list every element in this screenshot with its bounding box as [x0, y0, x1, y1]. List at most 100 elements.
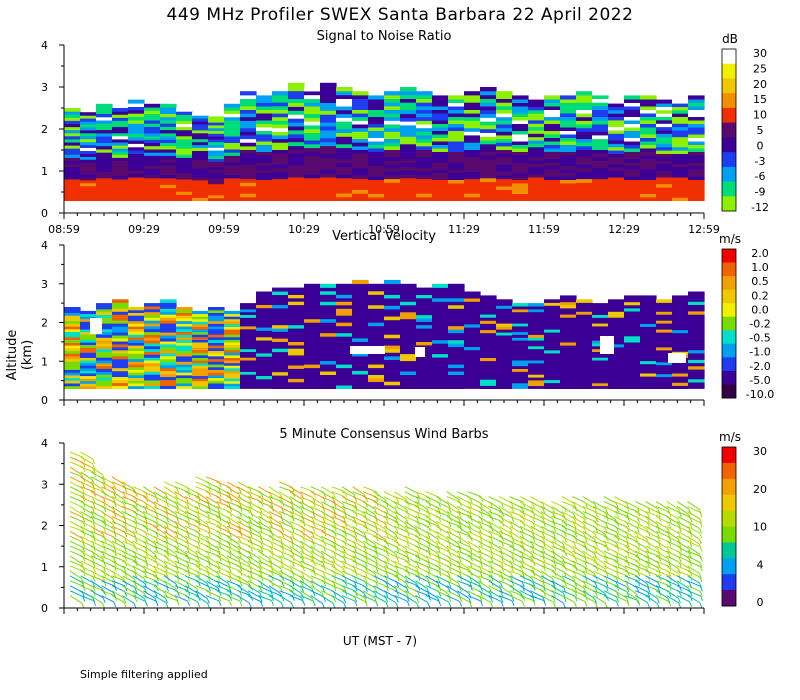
heatmap-cell: [240, 331, 257, 335]
heatmap-cell: [400, 98, 417, 103]
heatmap-cell: [288, 173, 305, 178]
wind-barb: [184, 585, 198, 594]
heatmap-cell: [64, 175, 81, 180]
heatmap-cell: [512, 158, 529, 163]
heatmap-cell: [480, 357, 497, 362]
heatmap-cell: [688, 298, 705, 302]
wind-barb-flag: [323, 531, 327, 537]
heatmap-cell: [640, 186, 657, 191]
heatmap-cell: [176, 129, 193, 134]
heatmap-cell: [528, 345, 545, 350]
wind-barb: [320, 595, 334, 604]
wind-barb-flag: [542, 503, 546, 509]
wind-barb-flag: [103, 566, 106, 573]
heatmap-cell: [464, 298, 481, 302]
heatmap-cell: [496, 178, 513, 183]
wind-barb: [425, 530, 438, 540]
wind-barb: [163, 575, 177, 585]
heatmap-cell: [544, 358, 561, 363]
heatmap-cell: [432, 322, 449, 327]
heatmap-cell: [320, 350, 337, 355]
wind-barb: [174, 491, 187, 500]
heatmap-cell: [400, 350, 417, 355]
wind-barb: [331, 515, 345, 523]
heatmap-cell: [256, 130, 273, 135]
heatmap-cell: [688, 147, 705, 152]
heatmap-cell: [464, 304, 481, 309]
heatmap-cell: [368, 370, 385, 375]
wind-barb: [111, 580, 126, 587]
wind-barb: [80, 550, 93, 559]
wind-barb-flag: [301, 542, 305, 549]
wind-barb: [289, 580, 303, 589]
heatmap-cell: [304, 336, 321, 341]
heatmap-cell: [80, 354, 97, 358]
heatmap-cell: [464, 189, 481, 194]
heatmap-cell: [592, 127, 609, 132]
wind-barb: [90, 481, 103, 490]
heatmap-cell: [352, 145, 369, 150]
wind-barb: [561, 560, 576, 567]
heatmap-cell: [672, 317, 689, 321]
wind-barb: [394, 511, 407, 520]
heatmap-cell: [544, 186, 561, 191]
wind-barb-flag: [511, 502, 515, 509]
heatmap-cell: [256, 119, 273, 124]
heatmap-cell: [64, 380, 81, 384]
wind-barb-flag: [312, 512, 316, 518]
heatmap-cell: [400, 87, 417, 92]
wind-barb-flag: [437, 547, 441, 554]
wind-barb: [300, 550, 313, 559]
heatmap-cell: [576, 171, 593, 176]
heatmap-cell: [560, 326, 577, 331]
wind-barb: [551, 540, 564, 549]
heatmap-cell: [304, 290, 321, 295]
heatmap-cell: [480, 117, 497, 122]
wind-barb: [561, 595, 575, 603]
heatmap-cell: [624, 123, 641, 128]
heatmap-cell: [384, 279, 401, 285]
heatmap-cell: [272, 91, 289, 96]
wind-barb: [205, 575, 219, 584]
heatmap-cell: [192, 344, 209, 348]
wind-barb: [551, 580, 564, 589]
heatmap-cell: [576, 156, 593, 161]
heatmap-cell: [448, 161, 465, 166]
heatmap-cell: [112, 355, 129, 360]
wind-barb-flag: [196, 553, 200, 559]
heatmap-cell: [480, 369, 497, 374]
heatmap-cell: [64, 114, 81, 118]
wind-barb: [383, 580, 397, 589]
heatmap-cell: [480, 304, 497, 309]
heatmap-cell: [64, 188, 81, 192]
heatmap-cell: [112, 379, 129, 384]
heatmap-cell: [208, 197, 225, 201]
heatmap-cell: [480, 102, 497, 107]
heatmap-cell: [624, 341, 641, 346]
wind-barb-flag: [531, 567, 535, 573]
heatmap-cell: [448, 140, 465, 145]
heatmap-cell: [176, 355, 193, 360]
wind-barb: [111, 525, 125, 533]
heatmap-cell: [304, 109, 321, 115]
wind-barb: [132, 501, 146, 509]
heatmap-cell: [368, 325, 385, 330]
wind-barb: [310, 535, 324, 542]
heatmap-cell: [128, 133, 145, 138]
wind-barb-flag: [354, 600, 358, 607]
heatmap-cell: [368, 182, 385, 187]
heatmap-cell: [496, 329, 513, 333]
heatmap-cell: [480, 185, 497, 190]
wind-barb-flag: [249, 537, 253, 544]
heatmap-cell: [432, 95, 449, 100]
wind-barb: [258, 530, 272, 537]
heatmap-cell: [512, 175, 529, 180]
wind-barb: [132, 570, 145, 580]
heatmap-cell: [224, 347, 241, 351]
heatmap-cell: [224, 177, 241, 182]
heatmap-cell: [80, 318, 97, 322]
wind-barb: [237, 570, 250, 579]
wind-barb-flag: [364, 547, 368, 554]
heatmap-cell: [112, 376, 129, 381]
heatmap-cell: [592, 377, 609, 381]
